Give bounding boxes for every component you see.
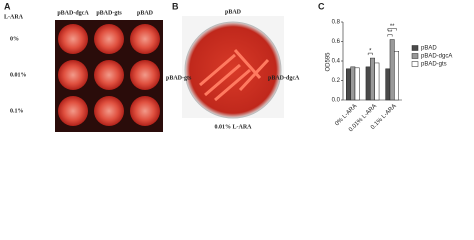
row-label: 0.1%	[10, 108, 24, 114]
y-tick-label: 0.2	[332, 78, 341, 84]
legend-swatch	[411, 61, 419, 67]
colony	[130, 60, 160, 90]
plate-label: pBAD	[225, 9, 242, 15]
colony	[94, 60, 124, 90]
significance-bracket	[387, 28, 397, 31]
panel-b: B pBAD pBAD-gts pBAD-dgcA 0.01% L-ARA	[166, 1, 300, 130]
plate-label: pBAD-dgcA	[268, 75, 300, 81]
streaks	[199, 49, 270, 102]
colony	[94, 24, 124, 54]
column-header: pBAD-dgcA	[57, 10, 89, 16]
y-tick-label: 0.6	[332, 39, 341, 45]
significance-label: **	[388, 30, 393, 36]
colony	[130, 24, 160, 54]
panel-label: B	[172, 1, 179, 11]
significance-label: *	[369, 49, 372, 55]
bar	[370, 57, 375, 101]
caption: 0.01% L-ARA	[215, 124, 253, 130]
bar	[346, 68, 351, 101]
significance-bracket	[387, 34, 393, 37]
y-tick-label: 0.4	[332, 59, 341, 65]
panel-a: A L-ARA	[4, 1, 163, 132]
y-axis-title: OD595	[326, 52, 332, 72]
panel-label: C	[318, 1, 325, 11]
y-tick-label: 0.8	[332, 20, 341, 26]
colony	[58, 96, 88, 126]
legend-label: pBAD-dgcA	[421, 54, 452, 60]
legend-label: pBAD	[421, 46, 437, 52]
legend-label: pBAD-gts	[421, 62, 447, 68]
panel-label: A	[4, 1, 11, 11]
y-tick-label: 0.0	[332, 98, 341, 104]
legend-swatch	[411, 45, 419, 51]
column-header: pBAD-gts	[96, 10, 122, 16]
row-label: 0%	[10, 36, 19, 42]
bar	[374, 62, 380, 101]
bar	[394, 51, 399, 101]
colony	[94, 96, 124, 126]
bar	[389, 39, 395, 101]
bar	[354, 67, 360, 101]
bar	[350, 66, 356, 101]
plate-label: pBAD-gts	[166, 75, 192, 81]
legend-swatch	[411, 53, 419, 59]
row-label: 0.01%	[10, 72, 27, 78]
bar	[385, 68, 391, 101]
colony	[58, 60, 88, 90]
bar	[365, 66, 371, 101]
column-header: pBAD	[137, 10, 154, 16]
significance-bracket	[367, 52, 373, 56]
row-header: L-ARA	[4, 14, 24, 20]
colony	[130, 96, 160, 126]
significance-label: **	[390, 24, 395, 30]
colony-grid	[58, 24, 160, 126]
figure: A L-ARA B pBAD pBAD-gts pBAD-dgcA 0.01% …	[4, 1, 452, 133]
colony	[58, 24, 88, 54]
